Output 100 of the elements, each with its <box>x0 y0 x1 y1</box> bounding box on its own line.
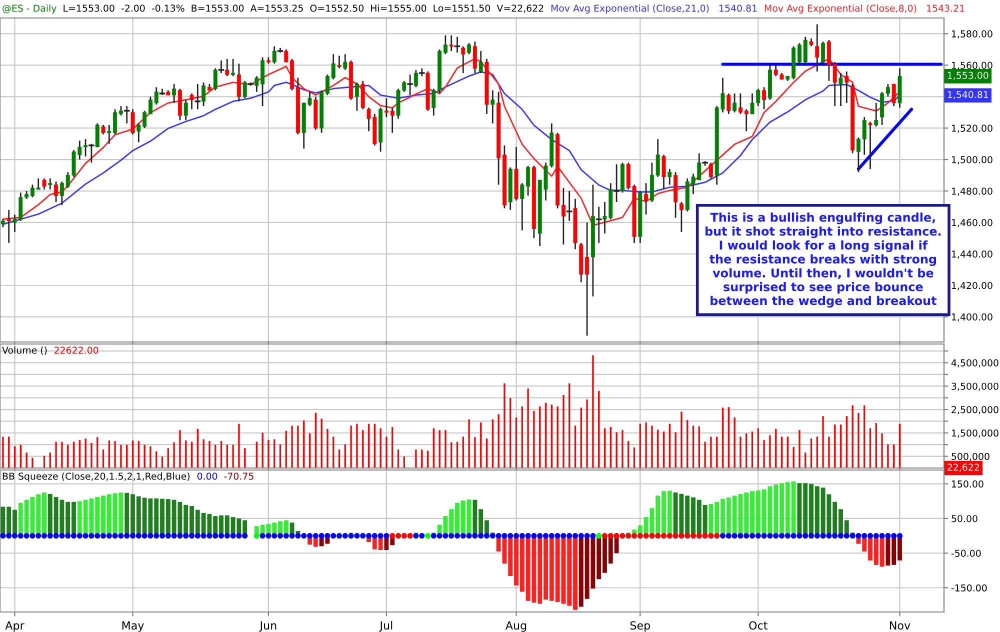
candlestick <box>107 124 112 145</box>
chart-title: Volume () <box>2 346 47 355</box>
candlestick <box>36 178 40 190</box>
x-tick-label: Nov <box>890 621 910 630</box>
candlestick <box>432 88 436 116</box>
candlestick <box>136 122 141 143</box>
candlestick <box>490 90 495 124</box>
candlestick <box>407 74 413 96</box>
candlestick <box>472 40 477 74</box>
y-tick-label: 1,500.00 <box>952 156 992 164</box>
candlestick <box>868 121 872 170</box>
candlestick <box>142 110 147 129</box>
y-tick-label: 3,500,000 <box>952 382 998 391</box>
x-tick-label: Jun <box>259 621 276 632</box>
annotation: This is a bullish engulfing candle, but it shot straight into resistance. I would look for a long signal if the resistance breaks with strong volume. Until then, I wouldn't be surprised to see price bounce between the wedge and breakout <box>706 212 941 308</box>
candlestick <box>42 178 46 190</box>
x-tick-label: Apr <box>5 621 24 632</box>
candlestick <box>343 53 348 71</box>
candlestick <box>172 83 176 104</box>
x-tick-label: Oct <box>749 621 768 630</box>
candlestick <box>390 106 394 134</box>
text: 22,622 <box>948 464 979 472</box>
candlestick <box>354 82 359 112</box>
x-tick-label: May <box>122 621 144 632</box>
candlestick <box>762 86 766 110</box>
candlestick <box>325 74 330 96</box>
candlestick <box>821 40 826 64</box>
candlestick <box>662 154 666 190</box>
candlestick <box>679 201 684 233</box>
y-tick-label: -50.00 <box>951 550 981 557</box>
y-tick-label: 1,400.00 <box>952 313 992 322</box>
candlestick <box>826 39 831 82</box>
candlestick <box>231 58 236 77</box>
y-tick-label: 1,460.00 <box>952 219 992 228</box>
candlestick <box>478 50 483 74</box>
candlestick <box>443 34 448 55</box>
y-tick-label: 2,500,000 <box>952 406 998 414</box>
candlestick <box>384 98 388 118</box>
candlestick <box>331 53 336 80</box>
candlestick <box>614 164 620 203</box>
candlestick <box>585 222 590 336</box>
candlestick <box>101 124 106 136</box>
candlestick <box>337 55 342 70</box>
candlestick <box>856 136 860 173</box>
candlestick <box>838 72 843 107</box>
candlestick <box>880 91 884 126</box>
y-tick-label: 1,500,000 <box>952 429 998 438</box>
candlestick <box>88 143 94 164</box>
candlestick <box>815 24 820 72</box>
candlestick <box>360 80 365 110</box>
candlestick <box>892 83 896 107</box>
candlestick <box>54 180 58 203</box>
candlestick <box>708 162 713 180</box>
x-tick-label: Aug <box>505 621 526 632</box>
text: 1,553.00 <box>948 72 988 80</box>
x-tick-label: Sep <box>630 621 650 632</box>
candlestick <box>797 42 802 66</box>
y-tick-label: 500,000 <box>952 452 990 461</box>
candlestick <box>190 92 194 110</box>
y-tick-label: -150.00 <box>951 584 987 592</box>
y-tick-label: 1,480.00 <box>952 188 992 196</box>
y-tick-label: 150.00 <box>952 480 984 488</box>
candlestick <box>874 102 878 128</box>
candlestick <box>526 165 530 196</box>
text: Mov Avg Exponential (Close,8,0) 1543.21 <box>764 4 964 14</box>
candlestick <box>668 168 672 186</box>
candlestick <box>184 99 188 121</box>
annotation: 22622.00 <box>54 346 98 354</box>
candlestick <box>113 108 118 136</box>
candlestick <box>260 56 265 107</box>
y-tick-label: 1,440.00 <box>952 250 992 259</box>
candlestick <box>60 180 64 206</box>
y-tick-label: 4,500,000 <box>951 359 998 368</box>
candlestick <box>886 83 890 98</box>
candlestick <box>48 178 52 190</box>
candlestick <box>130 108 135 136</box>
candlestick <box>656 138 660 178</box>
y-tick-label: 1,560.00 <box>952 62 992 70</box>
candlestick <box>744 108 748 132</box>
candlestick <box>30 184 34 198</box>
y-tick-label: 1,520.00 <box>952 124 992 133</box>
annotation: -70.75 <box>224 472 254 480</box>
candlestick <box>520 182 524 232</box>
candlestick <box>832 61 837 107</box>
candlestick <box>644 182 648 216</box>
y-tick-label: 1,580.00 <box>952 30 992 38</box>
candlestick <box>236 62 241 102</box>
y-tick-label: 50.00 <box>952 515 978 522</box>
chart-title: @ES - Daily <box>2 4 56 14</box>
annotation: 0.00 <box>197 472 218 480</box>
candlestick <box>732 92 737 114</box>
candlestick <box>726 92 731 115</box>
candlestick <box>844 70 849 104</box>
candlestick <box>738 92 742 115</box>
x-tick-label: Jul <box>379 621 392 632</box>
candlestick <box>467 42 472 55</box>
chart-title: BB Squeeze (Close,20,1.5,2,1,Red,Blue) <box>2 472 190 482</box>
text: Mov Avg Exponential (Close,21,0) 1540.81 <box>551 4 757 14</box>
candlestick <box>803 36 808 64</box>
chart-subtitle: L=1553.00 -2.00 -0.13% B=1553.00 A=1553.25 O=1552.50 Hi=1555.00 Lo=1551.50 V=22,622 <box>64 4 544 13</box>
